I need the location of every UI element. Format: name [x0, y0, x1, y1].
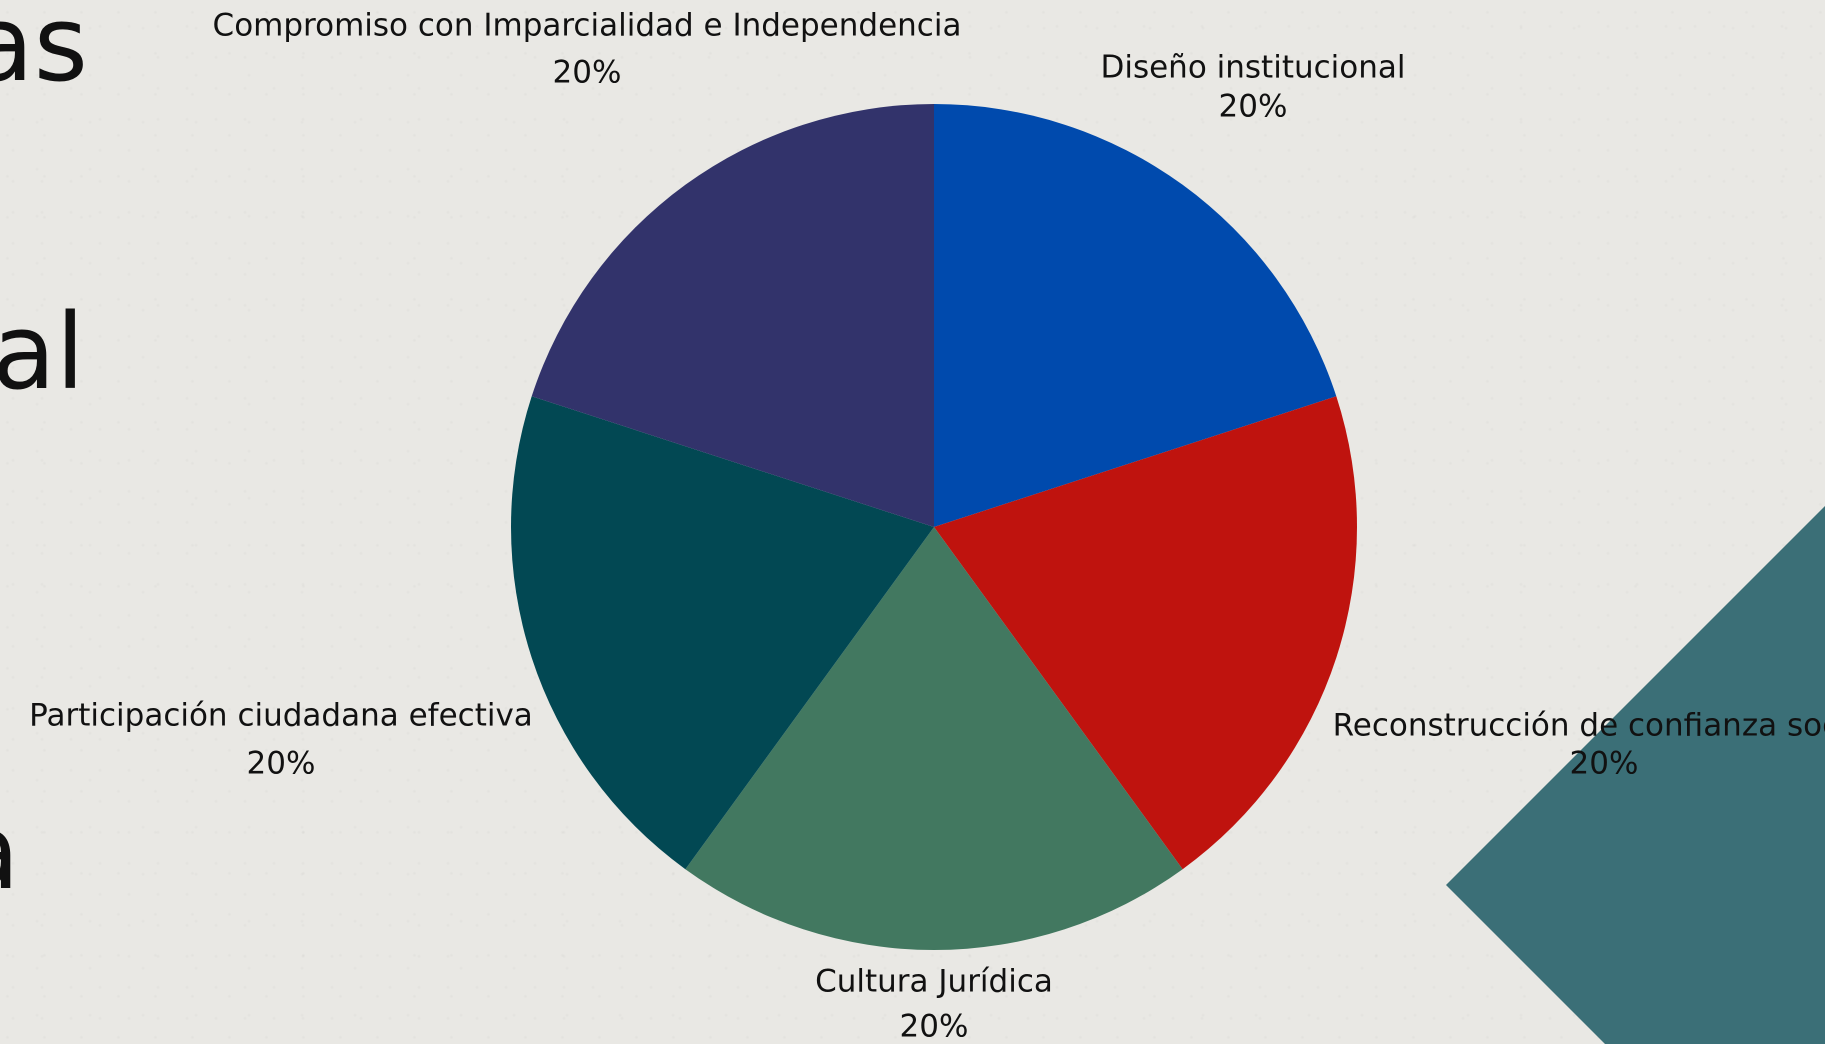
slice-category-label: Compromiso con Imparcialidad e Independe…: [213, 8, 962, 44]
pie-slice: [531, 104, 934, 527]
pie-slice: [934, 396, 1357, 870]
pie-slice: [685, 527, 1183, 950]
slice-category-label: Reconstrucción de confianza social: [1333, 708, 1825, 744]
slice-value-label: 20%: [900, 1009, 969, 1044]
slice-category-label: Diseño institucional: [1100, 50, 1405, 86]
pie-slice: [934, 104, 1337, 527]
slide-text-fragment: a: [0, 800, 20, 904]
pie-slices: [511, 104, 1357, 950]
slide-text-fragment: as: [0, 0, 88, 105]
pie-slice: [511, 396, 934, 870]
slice-value-label: 20%: [247, 746, 316, 782]
slice-value-label: 20%: [553, 55, 622, 91]
slice-category-label: Participación ciudadana efectiva: [29, 698, 533, 734]
slide-text-fragment: al: [0, 291, 85, 413]
slice-category-label: Cultura Jurídica: [815, 964, 1053, 1000]
slice-value-label: 20%: [1570, 746, 1639, 782]
decorative-diamond-shape: [1446, 506, 1825, 1044]
slice-value-label: 20%: [1219, 89, 1288, 125]
